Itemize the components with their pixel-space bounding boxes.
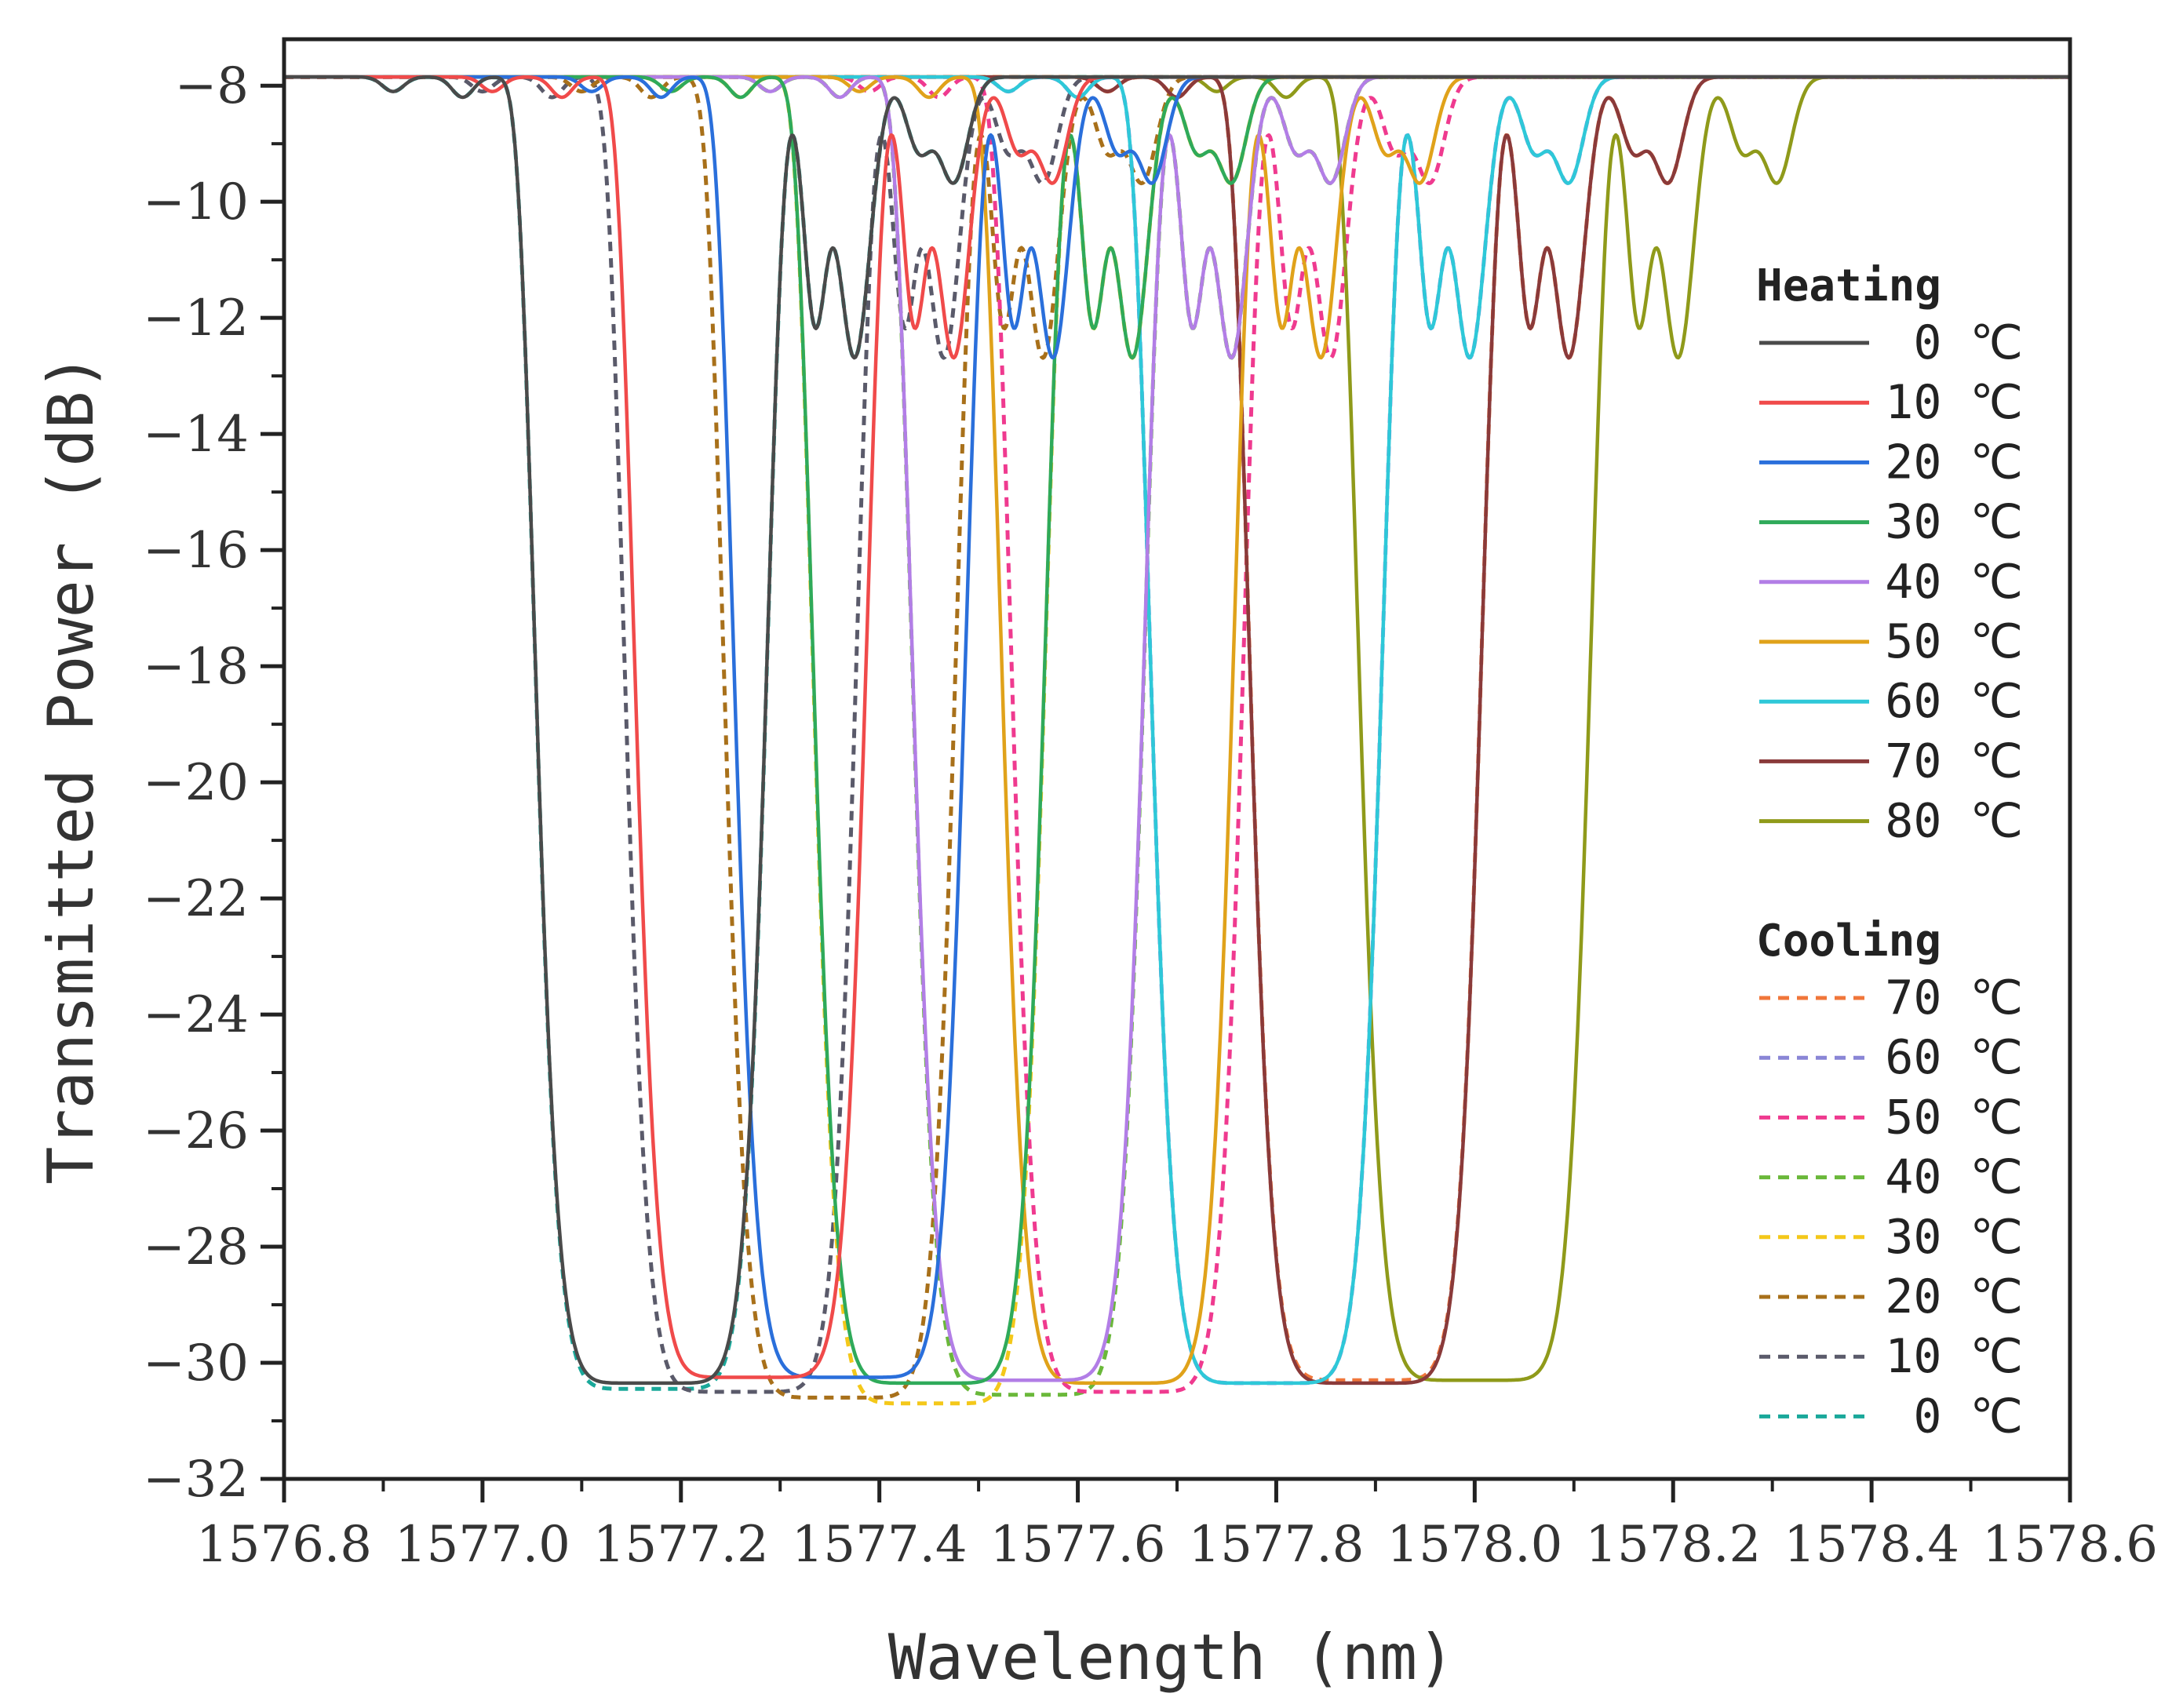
- legend-label: 50 ℃: [1885, 614, 2023, 669]
- y-tick-label: −30: [143, 1335, 249, 1393]
- x-axis-title: Wavelength (nm): [888, 1621, 1455, 1694]
- y-tick-label: −22: [143, 870, 249, 928]
- legend-label: 30 ℃: [1885, 495, 2023, 550]
- legend-label: 0 ℃: [1913, 315, 2023, 370]
- legend-label: 10 ℃: [1885, 1329, 2023, 1384]
- legend-label: 80 ℃: [1885, 794, 2023, 849]
- x-tick-label: 1577.6: [990, 1516, 1166, 1574]
- legend-heading-heating: Heating: [1756, 260, 1941, 311]
- legend-label: 20 ℃: [1885, 435, 2023, 490]
- y-tick-label: −10: [143, 173, 249, 231]
- legend-label: 60 ℃: [1885, 1030, 2023, 1085]
- legend-label: 50 ℃: [1885, 1090, 2023, 1145]
- x-tick-label: 1578.4: [1784, 1516, 1959, 1574]
- y-tick-label: −32: [143, 1451, 249, 1509]
- legend-label: 10 ℃: [1885, 375, 2023, 430]
- heating-series-0c: [284, 75, 2070, 1386]
- x-tick-label: 1577.2: [593, 1516, 769, 1574]
- x-tick-label: 1576.8: [196, 1516, 372, 1574]
- curves: [284, 75, 2070, 1406]
- x-tick-label: 1577.0: [395, 1516, 570, 1574]
- legend-label: 70 ℃: [1885, 734, 2023, 788]
- y-tick-label: −18: [143, 638, 249, 696]
- x-tick-label: 1578.0: [1387, 1516, 1562, 1574]
- axes: 1576.8 1577.0 1577.2 1577.4 1577.6 1577.8 1578…: [143, 37, 2158, 1574]
- legend-label: 60 ℃: [1885, 674, 2023, 729]
- x-tick-label: 1578.6: [1982, 1516, 2158, 1574]
- y-axis-title: Transmitted Power (dB): [35, 353, 108, 1185]
- y-tick-label: −8: [175, 57, 249, 115]
- legend-label: 70 ℃: [1885, 971, 2023, 1025]
- x-tick-label: 1577.8: [1188, 1516, 1364, 1574]
- y-tick-label: −26: [143, 1102, 249, 1160]
- legend-heading-cooling: Cooling: [1756, 916, 1941, 967]
- y-tick-label: −16: [143, 522, 249, 580]
- x-tick-label: 1577.4: [792, 1516, 968, 1574]
- y-tick-label: −12: [143, 290, 249, 348]
- y-tick-label: −28: [143, 1218, 249, 1276]
- legend-label: 40 ℃: [1885, 555, 2023, 610]
- y-tick-label: −20: [143, 754, 249, 812]
- legend-label: 30 ℃: [1885, 1210, 2023, 1265]
- plot-area: [284, 75, 2070, 1406]
- legend-label: 40 ℃: [1885, 1150, 2023, 1205]
- y-tick-label: −24: [143, 986, 249, 1044]
- legend-label: 0 ℃: [1913, 1389, 2023, 1444]
- legend-label: 20 ℃: [1885, 1269, 2023, 1324]
- x-tick-label: 1578.2: [1585, 1516, 1761, 1574]
- y-tick-label: −14: [143, 406, 249, 464]
